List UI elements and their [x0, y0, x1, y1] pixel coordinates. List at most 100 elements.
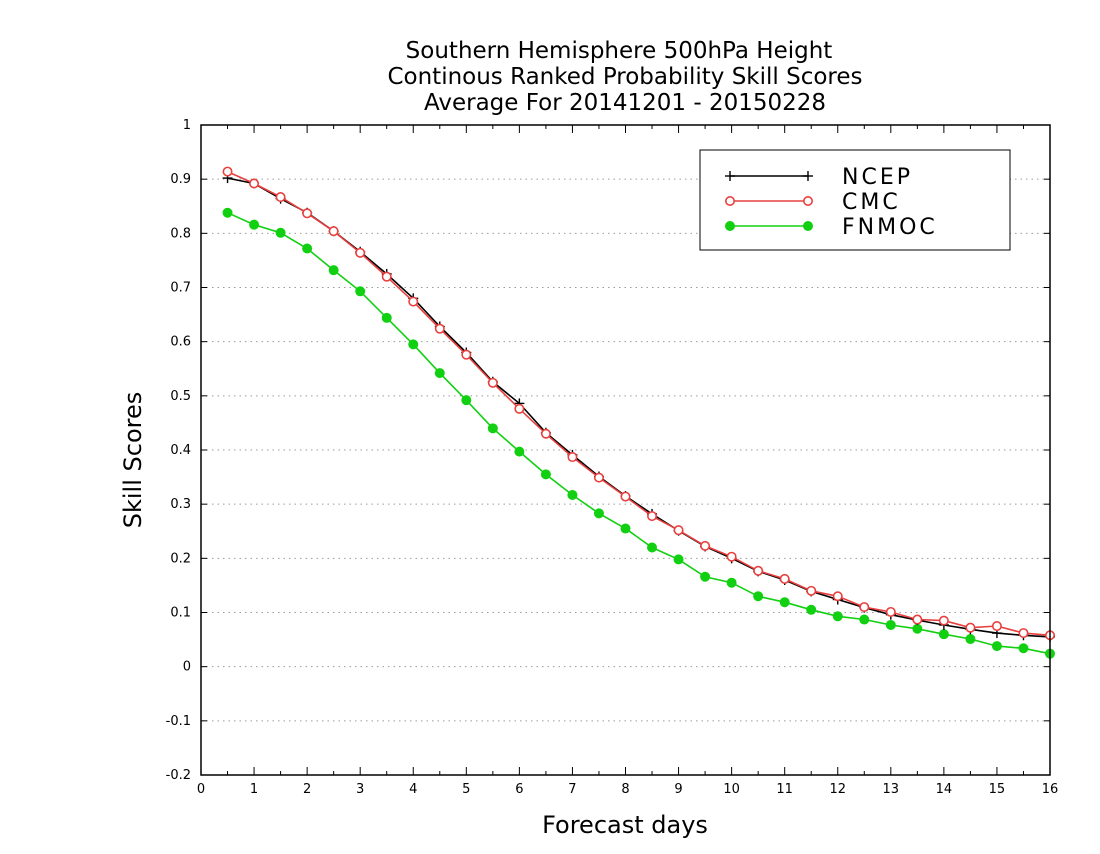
- y-tick-label: 0.5: [170, 389, 191, 404]
- title-line-2: Continous Ranked Probability Skill Score…: [387, 64, 862, 90]
- x-tick-label: 16: [1042, 782, 1059, 797]
- fnmoc-point: [355, 286, 366, 297]
- axis-ticks: -0.2-0.100.10.20.30.40.50.60.70.80.910 1 2…: [166, 118, 1059, 797]
- fnmoc-point: [540, 469, 551, 480]
- cmc-point: [991, 621, 1002, 632]
- x-tick-label: 4: [409, 782, 417, 797]
- x-tick-label: 12: [829, 782, 846, 797]
- cmc-point: [832, 591, 843, 602]
- y-tick-label: 0.8: [170, 226, 191, 241]
- y-tick-label: 0.9: [170, 172, 191, 187]
- fnmoc-point: [859, 614, 870, 625]
- fnmoc-point: [1018, 643, 1029, 654]
- cmc-point: [249, 178, 260, 189]
- y-tick-label: 0.2: [170, 551, 191, 566]
- series-cmc: [222, 166, 1056, 641]
- fnmoc-point: [461, 395, 472, 406]
- x-tick-label: 13: [883, 782, 900, 797]
- cmc-point: [514, 403, 525, 414]
- fnmoc-point: [275, 227, 286, 238]
- fnmoc-point: [567, 489, 578, 500]
- fnmoc-point: [514, 446, 525, 457]
- ncep-point: [725, 171, 735, 181]
- fnmoc-point: [673, 554, 684, 565]
- y-tick-label: 1: [183, 118, 191, 133]
- series-fnmoc: [222, 207, 1055, 659]
- fnmoc-point: [593, 508, 604, 519]
- cmc-point: [912, 614, 923, 625]
- fnmoc-point: [328, 265, 339, 276]
- fnmoc-point: [487, 423, 498, 434]
- fnmoc-point: [725, 221, 735, 231]
- x-tick-label: 6: [515, 782, 523, 797]
- cmc-point: [461, 349, 472, 360]
- y-tick-label: -0.2: [166, 768, 191, 783]
- fnmoc-point: [726, 577, 737, 588]
- fnmoc-point: [965, 634, 976, 645]
- cmc-point: [328, 226, 339, 237]
- title-line-1: Southern Hemisphere 500hPa Height: [406, 38, 833, 64]
- fnmoc-point: [249, 219, 260, 230]
- cmc-point: [753, 565, 764, 576]
- cmc-point: [275, 192, 286, 203]
- x-tick-label: 9: [674, 782, 682, 797]
- fnmoc-point: [806, 604, 817, 615]
- cmc-point: [700, 540, 711, 551]
- fnmoc-point: [885, 619, 896, 630]
- legend-item-cmc: CMC: [724, 190, 901, 215]
- fnmoc-point: [700, 571, 711, 582]
- x-tick-label: 15: [989, 782, 1006, 797]
- cmc-point: [408, 296, 419, 307]
- cmc-point: [222, 166, 233, 177]
- fnmoc-point: [912, 623, 923, 634]
- x-tick-label: 11: [776, 782, 793, 797]
- fnmoc-point: [620, 523, 631, 534]
- x-tick-label: 3: [356, 782, 364, 797]
- legend-box: [699, 149, 1011, 251]
- x-tick-label: 0: [197, 782, 205, 797]
- legend-label: CMC: [842, 190, 901, 215]
- cmc-point: [434, 323, 445, 334]
- cmc-point: [593, 472, 604, 483]
- x-tick-label: 7: [568, 782, 576, 797]
- fnmoc-point: [779, 597, 790, 608]
- y-tick-label: 0.6: [170, 335, 191, 350]
- x-tick-label: 1: [250, 782, 258, 797]
- series-line-fnmoc: [227, 211, 1051, 655]
- cmc-point: [938, 615, 949, 626]
- cmc-point: [779, 573, 790, 584]
- cmc-point: [540, 428, 551, 439]
- ncep-point: [803, 171, 813, 181]
- x-tick-label: 14: [936, 782, 953, 797]
- fnmoc-point: [381, 312, 392, 323]
- x-tick-label: 10: [723, 782, 740, 797]
- cmc-point: [724, 196, 735, 207]
- cmc-point: [726, 551, 737, 562]
- series-layer: [222, 166, 1056, 659]
- fnmoc-point: [302, 243, 313, 254]
- cmc-point: [620, 491, 631, 502]
- y-tick-label: 0.1: [170, 606, 191, 621]
- x-axis-label: Forecast days: [542, 811, 708, 839]
- cmc-point: [885, 606, 896, 617]
- legend-item-ncep: NCEP: [725, 165, 913, 190]
- legend-label: NCEP: [842, 165, 913, 190]
- fnmoc-point: [647, 542, 658, 553]
- grid-lines: [201, 178, 1050, 722]
- y-tick-label: 0.3: [170, 497, 191, 512]
- fnmoc-point: [938, 629, 949, 640]
- fnmoc-point: [991, 641, 1002, 652]
- cmc-point: [487, 377, 498, 388]
- cmc-point: [802, 196, 813, 207]
- cmc-point: [567, 452, 578, 463]
- y-tick-label: 0.4: [170, 443, 191, 458]
- cmc-point: [381, 271, 392, 282]
- fnmoc-point: [803, 221, 813, 231]
- legend-label: FNMOC: [842, 215, 938, 240]
- chart-title: Southern Hemisphere 500hPa Height Contin…: [387, 38, 862, 116]
- y-tick-label: 0.7: [170, 281, 191, 296]
- fnmoc-point: [753, 591, 764, 602]
- x-tick-label: 2: [303, 782, 311, 797]
